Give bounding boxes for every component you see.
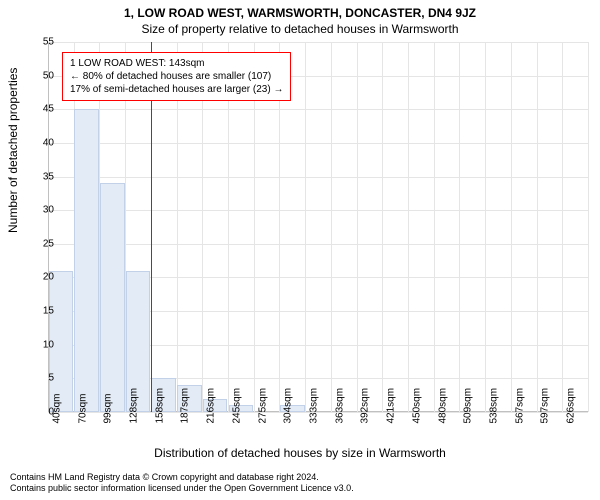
grid-line-v — [511, 42, 512, 412]
plot-area: 1 LOW ROAD WEST: 143sqm← 80% of detached… — [48, 42, 588, 412]
grid-line-v — [331, 42, 332, 412]
grid-line-v — [588, 42, 589, 412]
x-axis-label: Distribution of detached houses by size … — [0, 446, 600, 460]
grid-line-v — [485, 42, 486, 412]
y-tick-label: 45 — [24, 104, 54, 115]
y-tick-label: 30 — [24, 205, 54, 216]
grid-line-h — [48, 143, 588, 144]
y-tick-label: 50 — [24, 70, 54, 81]
chart-subtitle: Size of property relative to detached ho… — [0, 22, 600, 36]
attribution-line: Contains HM Land Registry data © Crown c… — [10, 472, 354, 483]
y-tick-label: 20 — [24, 272, 54, 283]
grid-line-v — [434, 42, 435, 412]
annotation-line: ← 80% of detached houses are smaller (10… — [70, 70, 283, 83]
grid-line-v — [382, 42, 383, 412]
y-tick-label: 15 — [24, 306, 54, 317]
y-tick-label: 55 — [24, 37, 54, 48]
y-tick-label: 40 — [24, 137, 54, 148]
y-tick-label: 0 — [24, 407, 54, 418]
grid-line-v — [459, 42, 460, 412]
grid-line-h — [48, 109, 588, 110]
annotation-line: 17% of semi-detached houses are larger (… — [70, 83, 283, 96]
grid-line-v — [408, 42, 409, 412]
y-axis-label: Number of detached properties — [6, 68, 20, 233]
annotation-box: 1 LOW ROAD WEST: 143sqm← 80% of detached… — [62, 52, 291, 101]
grid-line-v — [357, 42, 358, 412]
y-tick-label: 5 — [24, 373, 54, 384]
grid-line-v — [537, 42, 538, 412]
attribution: Contains HM Land Registry data © Crown c… — [10, 472, 354, 495]
page-title: 1, LOW ROAD WEST, WARMSWORTH, DONCASTER,… — [0, 6, 600, 20]
grid-line-v — [562, 42, 563, 412]
y-tick-label: 25 — [24, 238, 54, 249]
bar — [74, 109, 99, 412]
grid-line-h — [48, 42, 588, 43]
y-tick-label: 35 — [24, 171, 54, 182]
grid-line-h — [48, 210, 588, 211]
bar — [100, 183, 125, 412]
grid-line-h — [48, 177, 588, 178]
grid-line-v — [305, 42, 306, 412]
annotation-line: 1 LOW ROAD WEST: 143sqm — [70, 57, 283, 70]
y-tick-label: 10 — [24, 339, 54, 350]
grid-line-h — [48, 244, 588, 245]
chart-figure: 1, LOW ROAD WEST, WARMSWORTH, DONCASTER,… — [0, 0, 600, 500]
attribution-line: Contains public sector information licen… — [10, 483, 354, 494]
